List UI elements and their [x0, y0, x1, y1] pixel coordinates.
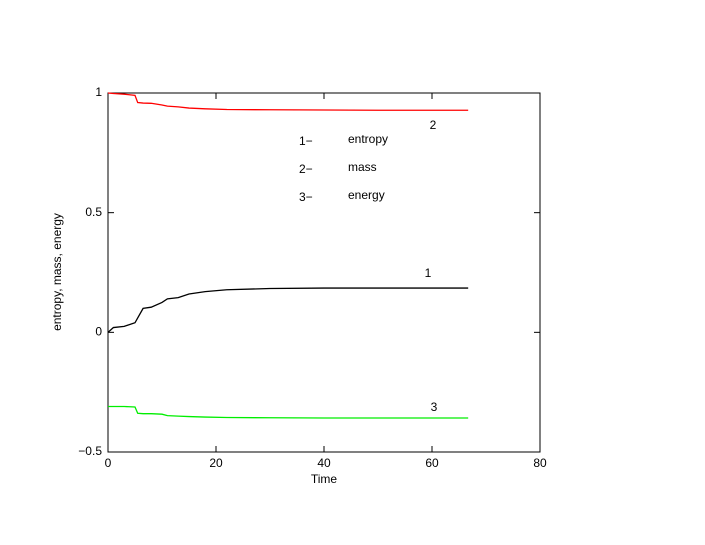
x-tick-label: 80 [533, 456, 547, 470]
series-line [108, 405, 469, 419]
y-tick-label: 0 [95, 325, 102, 339]
legend-entry: mass [348, 160, 377, 174]
line-label: 1 [425, 266, 432, 280]
series-line [107, 92, 469, 111]
legend-entry: energy [348, 188, 385, 202]
y-axis-label: entropy, mass, energy [50, 213, 64, 331]
x-axis-label: Time [311, 472, 338, 486]
line-label: 2 [430, 118, 437, 132]
y-tick-label: 1 [95, 85, 102, 99]
series-line [107, 287, 469, 333]
legend-key: 3− [299, 190, 313, 204]
legend-key: 2− [299, 162, 313, 176]
legend-key: 1− [299, 134, 313, 148]
x-tick-label: 60 [425, 456, 439, 470]
x-tick-label: 20 [209, 456, 223, 470]
x-tick-label: 40 [317, 456, 331, 470]
legend-entry: entropy [348, 132, 388, 146]
plot-frame [107, 92, 541, 453]
y-tick-label: −0.5 [78, 444, 102, 458]
line-label: 3 [431, 400, 438, 414]
y-tick-label: 0.5 [85, 205, 102, 219]
x-tick-label: 0 [105, 456, 112, 470]
